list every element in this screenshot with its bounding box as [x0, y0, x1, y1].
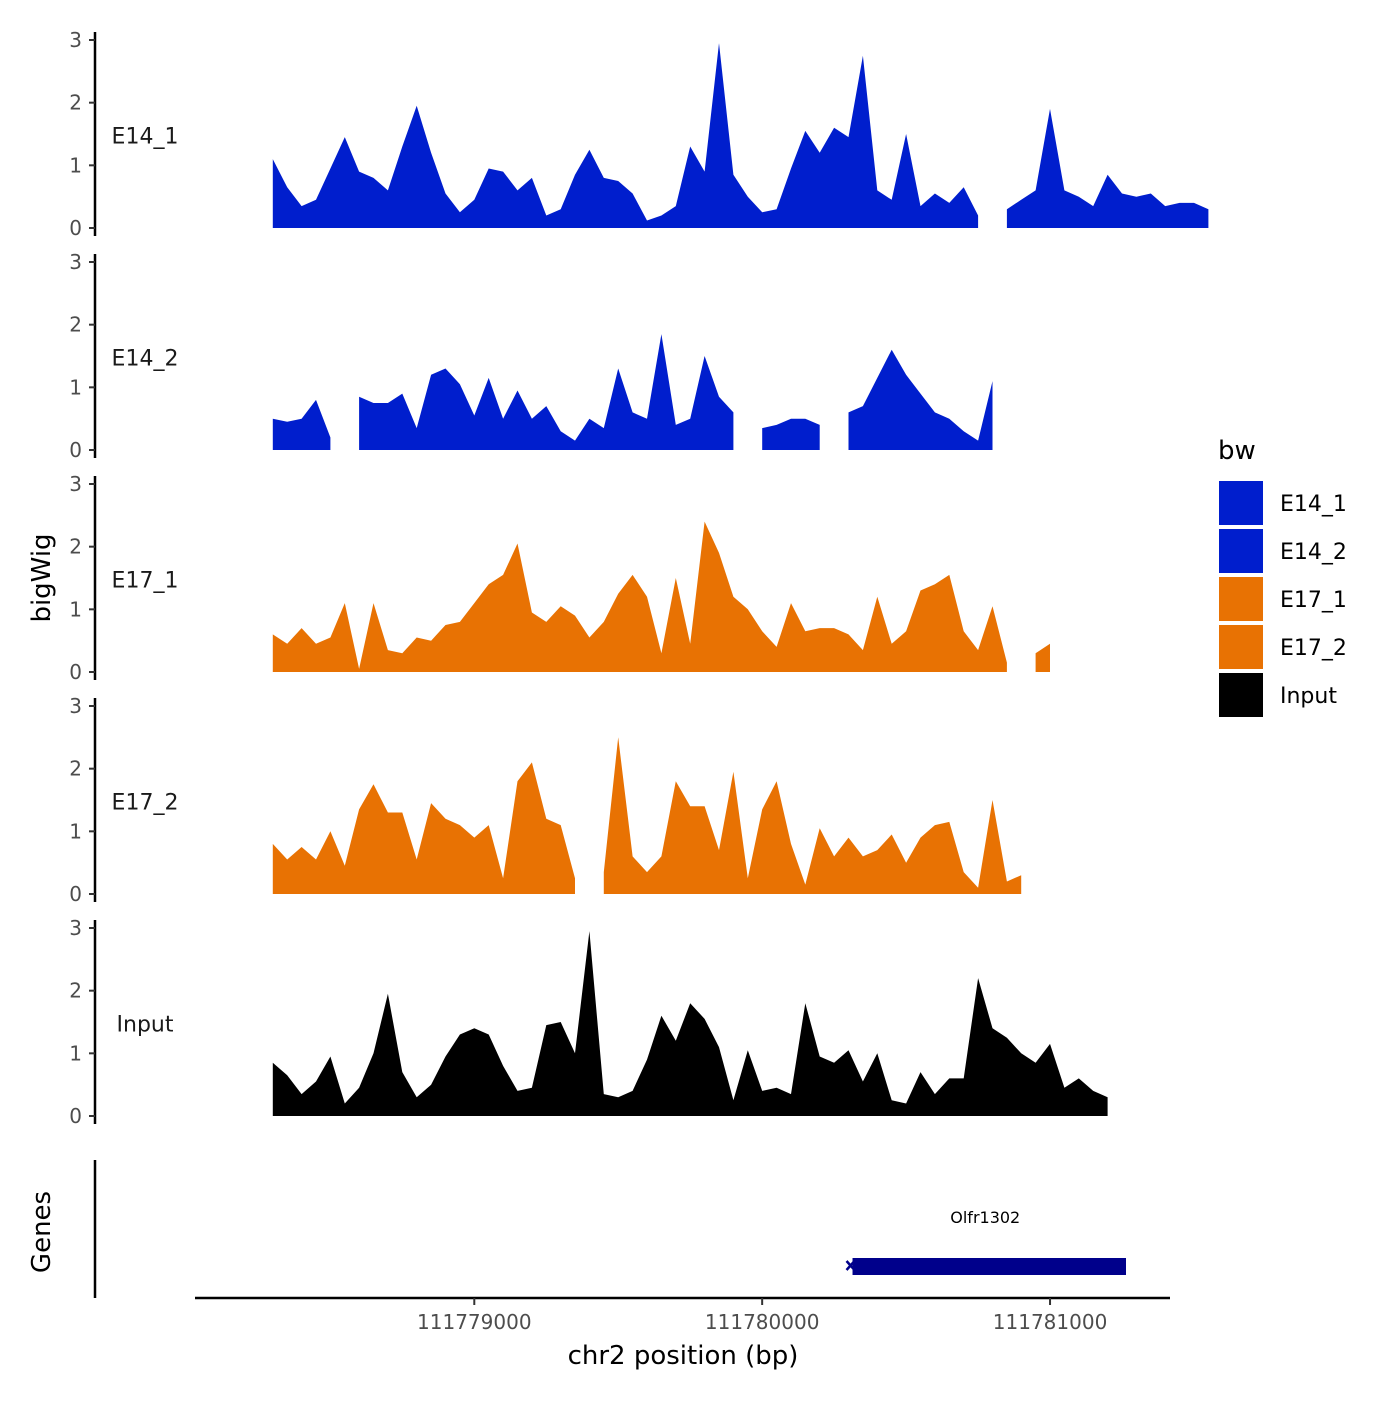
track-Input: 0 1 2 3 Input — [69, 916, 1108, 1128]
legend-title: bw — [1218, 436, 1256, 466]
y-axis-title: bigWig — [27, 533, 57, 622]
legend-label: E14_2 — [1280, 540, 1347, 565]
coverage-area-E14_1 — [272, 43, 979, 228]
y-tick-label: 3 — [69, 694, 82, 718]
genes-layer: Olfr1302 — [93, 1160, 1126, 1298]
y-tick-label: 2 — [69, 313, 82, 337]
x-tick-label: 111781000 — [993, 1310, 1108, 1334]
coverage-area-E17_1 — [1035, 643, 1050, 672]
y-tick-label: 1 — [69, 375, 82, 399]
y-tick-label: 1 — [69, 1041, 82, 1065]
legend-swatch — [1217, 527, 1265, 575]
gene-strand-marker — [845, 1260, 856, 1271]
y-tick-label: 1 — [69, 153, 82, 177]
legend-swatch — [1217, 623, 1265, 671]
track-E14_1: 0 1 2 3 E14_1 — [69, 28, 1209, 240]
y-tick-label: 3 — [69, 916, 82, 940]
tracks-layer: 0 1 2 3 E14_1 0 1 2 3 E14_2 0 1 2 3 E17_1 0 1 2 3 E17_2 0 1 2 3… — [69, 28, 1209, 1128]
gene-label: Olfr1302 — [950, 1208, 1020, 1227]
legend-swatch — [1217, 671, 1265, 719]
y-tick-label: 2 — [69, 91, 82, 115]
coverage-area-E17_2 — [603, 737, 1022, 894]
y-tick-label: 0 — [69, 216, 82, 240]
coverage-area-E14_2 — [762, 418, 820, 450]
coverage-area-E17_1 — [272, 521, 1007, 672]
legend-label: E17_2 — [1280, 636, 1347, 661]
coverage-area-E14_2 — [848, 349, 993, 450]
track-label: E17_1 — [112, 568, 179, 593]
legend-entry-E17_1: E17_1 — [1217, 575, 1347, 623]
x-tick-label: 111779000 — [417, 1310, 532, 1334]
coverage-area-E14_1 — [1006, 108, 1209, 228]
y-tick-label: 1 — [69, 597, 82, 621]
track-E14_2: 0 1 2 3 E14_2 — [69, 250, 993, 462]
y-tick-label: 0 — [69, 660, 82, 684]
coverage-area-E17_2 — [272, 762, 575, 894]
legend-swatch — [1217, 479, 1265, 527]
y-tick-label: 2 — [69, 757, 82, 781]
coverage-area-E14_2 — [272, 399, 331, 450]
track-label: E14_2 — [112, 346, 179, 371]
legend: E14_1 E14_2 E17_1 E17_2 Input — [1217, 479, 1347, 719]
x-tick-label: 111780000 — [705, 1310, 820, 1334]
track-E17_1: 0 1 2 3 E17_1 — [69, 472, 1050, 684]
coverage-area-E14_2 — [359, 334, 734, 450]
y-tick-label: 3 — [69, 472, 82, 496]
track-label: E14_1 — [112, 124, 179, 149]
legend-entry-E14_1: E14_1 — [1217, 479, 1347, 527]
legend-entry-Input: Input — [1217, 671, 1337, 719]
track-E17_2: 0 1 2 3 E17_2 — [69, 694, 1022, 906]
y-tick-label: 2 — [69, 979, 82, 1003]
y-tick-label: 3 — [69, 250, 82, 274]
legend-label: Input — [1280, 684, 1337, 709]
y-tick-label: 2 — [69, 535, 82, 559]
gene-body — [852, 1258, 1126, 1275]
legend-label: E14_1 — [1280, 492, 1347, 517]
coverage-area-Input — [272, 931, 1108, 1116]
genes-axis-title: Genes — [27, 1191, 57, 1273]
y-tick-label: 3 — [69, 28, 82, 52]
legend-label: E17_1 — [1280, 588, 1347, 613]
legend-entry-E17_2: E17_2 — [1217, 623, 1347, 671]
track-label: E17_2 — [112, 790, 179, 815]
legend-entry-E14_2: E14_2 — [1217, 527, 1347, 575]
y-tick-label: 0 — [69, 438, 82, 462]
y-tick-label: 1 — [69, 819, 82, 843]
y-tick-label: 0 — [69, 882, 82, 906]
y-tick-label: 0 — [69, 1104, 82, 1128]
legend-swatch — [1217, 575, 1265, 623]
x-axis: 111779000 111780000 111781000 — [195, 1296, 1170, 1334]
track-label: Input — [117, 1012, 174, 1037]
x-axis-title: chr2 position (bp) — [568, 1341, 799, 1371]
